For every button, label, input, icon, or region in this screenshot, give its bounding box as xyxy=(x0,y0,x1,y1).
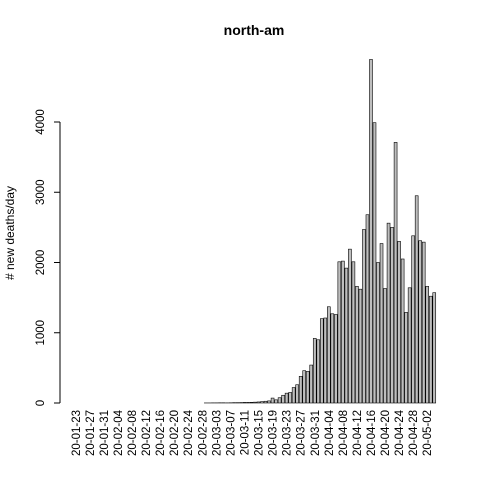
bar-20-04-14 xyxy=(362,229,366,404)
bar-20-04-02 xyxy=(319,318,324,404)
x-tick-label: 20-04-12 xyxy=(352,410,364,456)
bar-20-04-23 xyxy=(393,142,398,404)
y-axis: 0 1000 2000 3000 4000 xyxy=(35,109,61,406)
bar-20-05-02 xyxy=(425,286,429,404)
bar-20-04-13 xyxy=(358,288,363,404)
x-tick-label: 20-02-12 xyxy=(141,410,153,456)
x-axis: 20-01-23 20-01-27 20-01-31 20-02-04 20-02-08… xyxy=(71,409,434,456)
bar-20-04-25 xyxy=(400,258,405,404)
bar-20-04-17 xyxy=(372,122,377,404)
bar-20-04-28 xyxy=(411,235,415,404)
y-tick-label: 0 xyxy=(35,400,47,406)
bar-20-04-12 xyxy=(355,286,359,404)
y-axis-label: # new deaths/day xyxy=(3,186,17,280)
x-tick-label: 20-04-16 xyxy=(366,410,378,456)
x-tick-label: 20-04-28 xyxy=(408,410,420,456)
x-tick-label: 20-04-20 xyxy=(380,410,392,456)
x-tick-label: 20-02-04 xyxy=(113,409,125,456)
x-tick-label: 20-02-16 xyxy=(155,410,167,456)
bar-20-03-20 xyxy=(274,399,278,404)
y-tick-label: 1000 xyxy=(35,320,47,346)
bar-20-04-05 xyxy=(330,313,335,404)
bar-20-04-27 xyxy=(407,287,412,404)
bar-20-03-22 xyxy=(281,394,285,404)
bar-20-04-30 xyxy=(418,240,422,404)
y-tick-label: 2000 xyxy=(35,250,47,276)
x-tick-label: 20-03-19 xyxy=(268,410,280,456)
bar-20-04-07 xyxy=(337,261,342,404)
bar-20-03-31 xyxy=(312,338,317,404)
x-tick-label: 20-04-04 xyxy=(324,409,336,456)
bar-20-04-19 xyxy=(379,243,384,404)
bar-20-04-22 xyxy=(390,227,394,404)
bar-20-03-30 xyxy=(309,364,314,404)
bar-20-03-19 xyxy=(270,397,275,404)
bar-20-03-17 xyxy=(263,400,268,404)
x-tick-label: 20-02-08 xyxy=(127,410,139,456)
x-tick-label: 20-02-20 xyxy=(169,410,181,456)
bar-20-03-18 xyxy=(267,400,271,404)
x-tick-label: 20-03-07 xyxy=(225,410,237,456)
bar-20-04-16 xyxy=(369,59,373,404)
bar-20-04-18 xyxy=(376,262,380,404)
x-tick-label: 20-01-31 xyxy=(99,410,111,456)
bar-20-05-01 xyxy=(421,241,426,404)
y-tick-label: 4000 xyxy=(35,109,47,135)
bar-20-03-26 xyxy=(295,384,299,404)
bar-20-04-09 xyxy=(344,267,349,404)
x-tick-label: 20-03-31 xyxy=(310,410,322,456)
bar-20-04-08 xyxy=(341,260,345,404)
bar-20-04-21 xyxy=(386,222,391,404)
bar-20-05-03 xyxy=(428,295,433,404)
bars-group xyxy=(204,59,437,404)
bar-20-03-23 xyxy=(284,392,289,404)
bar-20-03-27 xyxy=(298,376,303,404)
bar-20-04-24 xyxy=(397,241,401,404)
bar-20-03-21 xyxy=(277,397,282,404)
bar-20-03-13 xyxy=(249,401,254,404)
bar-20-04-15 xyxy=(365,214,370,404)
bar-20-03-29 xyxy=(305,371,310,404)
x-tick-label: 20-03-15 xyxy=(254,410,266,456)
chart-title: north-am xyxy=(224,22,285,38)
bar-20-04-11 xyxy=(351,261,356,404)
bar-20-03-14 xyxy=(253,401,257,404)
bar-20-04-03 xyxy=(323,317,328,404)
x-tick-label: 20-03-03 xyxy=(211,410,223,456)
bar-20-04-29 xyxy=(414,195,419,404)
bar-20-04-10 xyxy=(348,248,352,404)
bar-20-03-12 xyxy=(246,402,250,404)
bar-20-04-04 xyxy=(327,306,331,404)
x-tick-label: 20-04-08 xyxy=(338,410,350,456)
bar-20-04-26 xyxy=(404,312,408,404)
bar-20-05-04 xyxy=(432,292,437,404)
bar-20-03-25 xyxy=(291,387,296,404)
bar-20-03-15 xyxy=(256,401,261,404)
bar-20-03-11 xyxy=(242,402,247,404)
bar-20-04-06 xyxy=(334,314,338,404)
x-tick-label: 20-01-23 xyxy=(71,410,83,456)
x-tick-label: 20-04-24 xyxy=(394,409,406,456)
bar-20-03-28 xyxy=(302,370,306,404)
x-tick-label: 20-03-27 xyxy=(296,410,308,456)
bar-20-03-16 xyxy=(260,401,264,404)
x-tick-label: 20-02-24 xyxy=(183,409,195,456)
bar-20-04-20 xyxy=(383,288,387,404)
bar-20-04-01 xyxy=(316,339,321,404)
y-tick-label: 3000 xyxy=(35,179,47,205)
x-tick-label: 20-03-11 xyxy=(239,410,251,455)
x-tick-label: 20-05-02 xyxy=(422,410,434,456)
x-tick-label: 20-01-27 xyxy=(85,410,97,456)
x-tick-label: 20-03-23 xyxy=(282,410,294,456)
bar-20-03-24 xyxy=(288,392,292,404)
x-tick-label: 20-02-28 xyxy=(197,410,209,456)
